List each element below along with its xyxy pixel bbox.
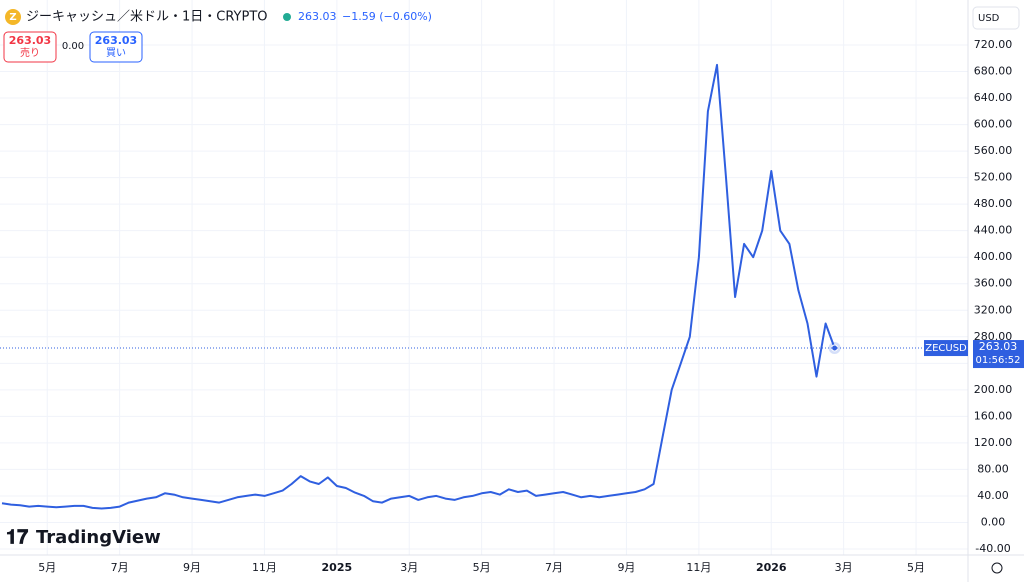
x-tick-label: 2026 [756, 561, 787, 574]
y-tick-label: -40.00 [975, 542, 1010, 555]
y-tick-label: 320.00 [974, 303, 1013, 316]
sell-button[interactable] [3, 31, 57, 63]
y-tick-label: 200.00 [974, 383, 1013, 396]
y-tick-label: 480.00 [974, 197, 1013, 210]
price-tag-label: 263.03 [979, 340, 1018, 353]
watermark-icon: 𝟏𝟕 [6, 525, 28, 549]
y-tick-label: 160.00 [974, 409, 1013, 422]
y-tick-label: 120.00 [974, 436, 1013, 449]
symbol-tag-label: ZECUSD [925, 343, 967, 354]
sell-price: 263.03 [9, 34, 51, 47]
y-tick-label: 640.00 [974, 91, 1013, 104]
currency-button[interactable] [972, 6, 1020, 30]
price-tag [973, 340, 1024, 369]
symbol-title: ジーキャッシュ／米ドル・1日・CRYPTO [26, 10, 268, 25]
y-tick-label: 720.00 [974, 38, 1013, 51]
y-tick-label: 680.00 [974, 65, 1013, 78]
sell-label: 売り [20, 46, 40, 59]
x-tick-label: 3月 [400, 561, 418, 574]
y-tick-label: 0.00 [981, 515, 1006, 528]
watermark: TradingView [36, 527, 161, 548]
y-tick-label: 520.00 [974, 171, 1013, 184]
x-tick-label: 7月 [545, 561, 563, 574]
buy-price: 263.03 [95, 34, 137, 47]
x-tick-label: 9月 [183, 561, 201, 574]
x-tick-label: 3月 [835, 561, 853, 574]
y-tick-label: 80.00 [977, 462, 1009, 475]
buy-button[interactable] [89, 31, 143, 63]
x-tick-label: 9月 [617, 561, 635, 574]
header-price: 263.03 [298, 10, 337, 23]
x-tick-label: 5月 [907, 561, 925, 574]
coin-glyph: Z [9, 12, 16, 23]
x-tick-label: 2025 [322, 561, 353, 574]
y-tick-label: 440.00 [974, 224, 1013, 237]
symbol-tag [924, 340, 968, 357]
currency: USD [978, 13, 1000, 24]
y-tick-label: 40.00 [977, 489, 1009, 502]
coin-icon [5, 9, 21, 25]
spread: 0.00 [62, 41, 84, 52]
y-tick-label: 560.00 [974, 144, 1013, 157]
countdown: 01:56:52 [976, 355, 1021, 366]
settings-icon[interactable] [991, 562, 1003, 574]
buy-label: 買い [106, 47, 126, 59]
status-dot [283, 13, 291, 21]
y-tick-label: 400.00 [974, 250, 1013, 263]
x-tick-label: 5月 [473, 561, 491, 574]
x-tick-label: 11月 [252, 561, 277, 574]
grid [0, 0, 968, 555]
y-tick-label: 600.00 [974, 118, 1013, 131]
header-change: −1.59 (−0.60%) [342, 10, 432, 23]
price-line [1, 63, 836, 510]
x-tick-label: 11月 [686, 561, 711, 574]
x-tick-label: 7月 [111, 561, 129, 574]
x-tick-label: 5月 [38, 561, 56, 574]
plot [0, 63, 968, 510]
y-tick-label: 360.00 [974, 277, 1013, 290]
y-tick-label: 280.00 [974, 330, 1013, 343]
